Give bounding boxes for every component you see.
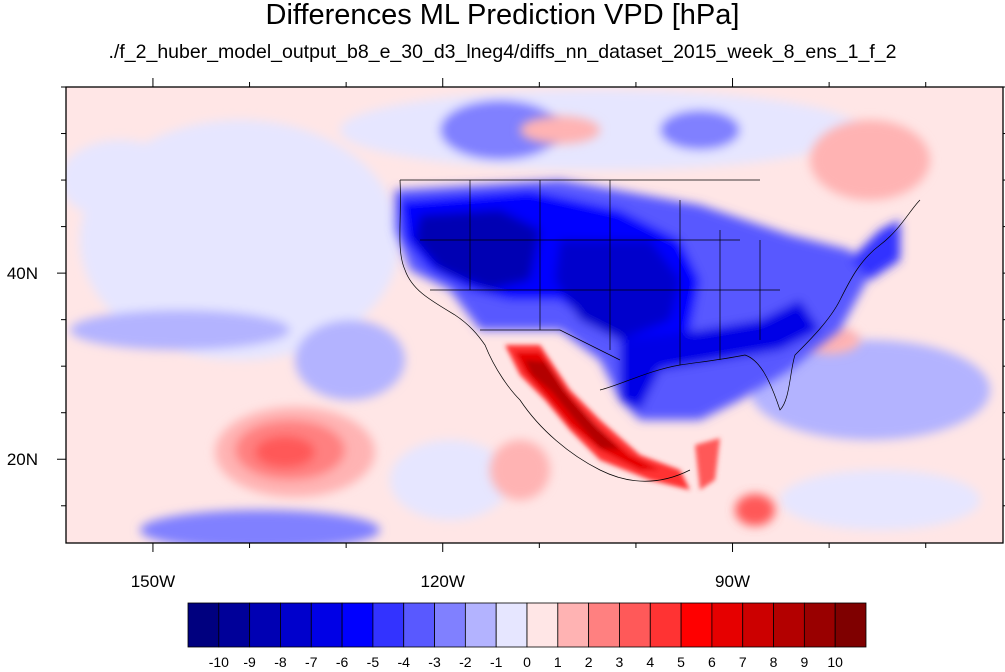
colorbar-swatch — [403, 602, 435, 648]
colorbar-label: 2 — [584, 654, 593, 670]
colorbar-label: 7 — [738, 654, 747, 670]
colorbar-swatch — [773, 602, 805, 648]
colorbar-swatch — [711, 602, 744, 648]
heatmap-field — [66, 90, 990, 543]
colorbar-label: 9 — [800, 654, 809, 670]
colorbar-label: -8 — [274, 654, 287, 670]
colorbar-label: 5 — [677, 654, 685, 670]
colorbar-swatch — [434, 602, 466, 648]
colorbar-label: -1 — [489, 654, 503, 670]
x-tick-label: 120W — [421, 572, 465, 591]
map-subtitle: ./f_2_huber_model_output_b8_e_30_d3_lneg… — [108, 41, 897, 63]
colorbar-swatch — [526, 602, 559, 648]
colorbar-label: 8 — [769, 654, 778, 670]
colorbar-swatch — [464, 602, 497, 648]
colorbar-swatch — [249, 602, 281, 648]
colorbar-label: 4 — [646, 654, 655, 670]
colorbar-swatch — [218, 602, 251, 648]
colorbar-label: -7 — [305, 654, 318, 670]
plot-frame — [65, 86, 1004, 544]
colorbar-swatch — [649, 602, 682, 648]
x-tick-label: 90W — [715, 572, 750, 591]
colorbar-label: -9 — [243, 654, 256, 670]
y-tick-label: 20N — [7, 450, 38, 469]
colorbar-label: -6 — [335, 654, 349, 670]
colorbar-swatch — [341, 602, 374, 648]
y-tick-label: 40N — [7, 264, 38, 283]
colorbar-swatch — [742, 602, 774, 648]
axis-ticks — [57, 78, 1005, 552]
colorbar-label: 10 — [827, 654, 843, 670]
colorbar-swatch — [680, 602, 713, 648]
axis-labels: 150W 120W 90W 40N 20N — [7, 264, 750, 591]
colorbar-label: -2 — [459, 654, 472, 670]
colorbar — [187, 602, 867, 648]
colorbar-label: -3 — [428, 654, 441, 670]
coastlines — [399, 179, 921, 482]
colorbar-swatch — [187, 602, 220, 648]
colorbar-label: 6 — [708, 654, 716, 670]
colorbar-label: 1 — [553, 654, 562, 670]
x-tick-label: 150W — [131, 572, 175, 591]
colorbar-swatch — [310, 602, 343, 648]
colorbar-label: 3 — [615, 654, 624, 670]
colorbar-label: -10 — [208, 654, 229, 670]
colorbar-label: -5 — [366, 654, 380, 670]
colorbar-label: 0 — [523, 654, 531, 670]
map-title: Differences ML Prediction VPD [hPa] — [265, 0, 740, 31]
colorbar-swatch — [280, 602, 312, 648]
colorbar-swatch — [803, 602, 836, 648]
colorbar-swatch — [834, 602, 867, 648]
colorbar-swatch — [588, 602, 620, 648]
colorbar-swatch — [372, 602, 405, 648]
colorbar-label: -4 — [397, 654, 410, 670]
colorbar-swatch — [557, 602, 590, 648]
colorbar-swatch — [619, 602, 651, 648]
colorbar-swatch — [495, 602, 528, 648]
